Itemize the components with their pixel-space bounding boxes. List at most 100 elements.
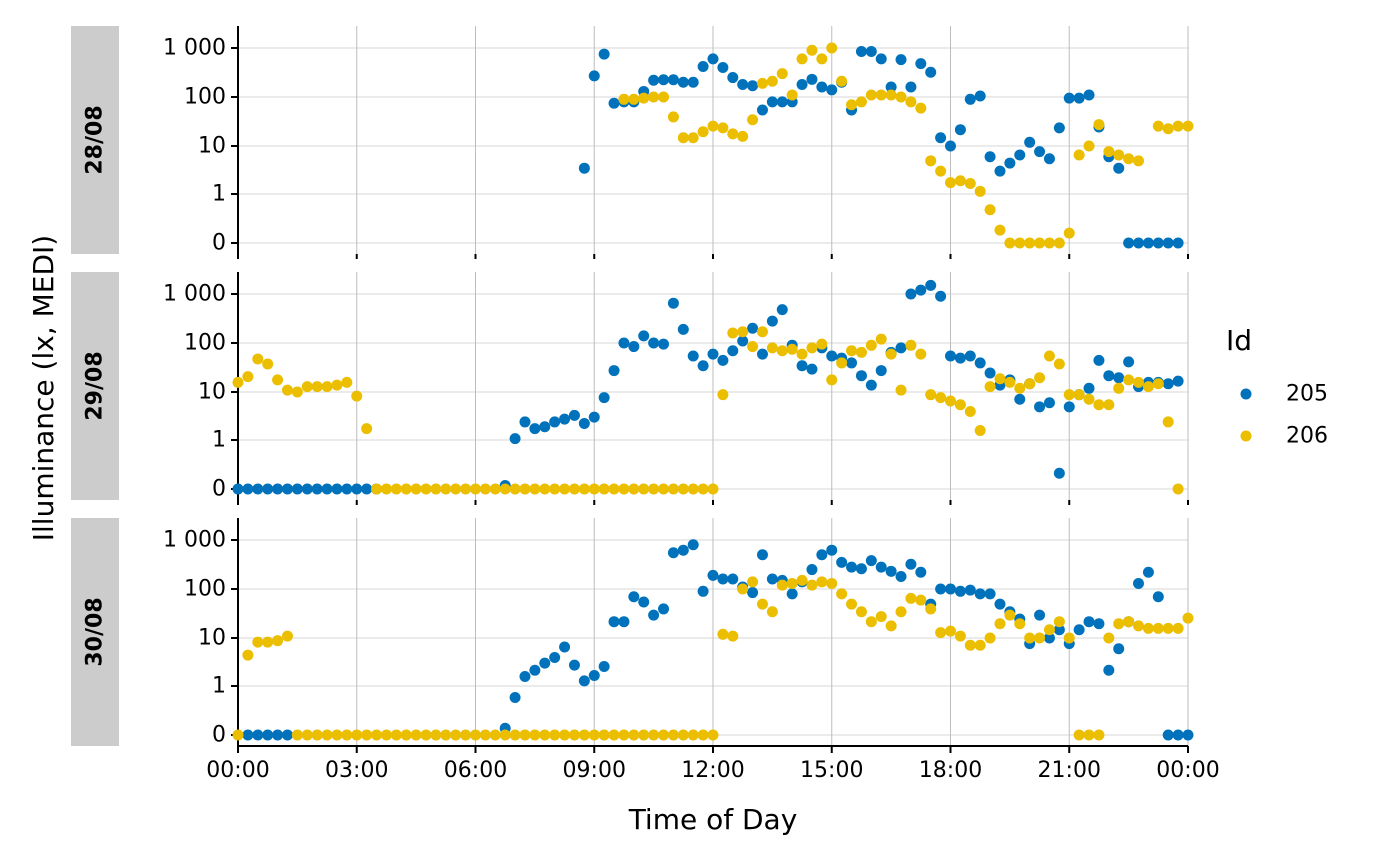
data-point [1083,89,1095,101]
legend-key-205 [1240,388,1252,400]
data-point [588,729,600,741]
y-tick-label: 10 [198,380,226,405]
data-point [1172,483,1184,495]
data-point [568,409,580,421]
data-point [1053,237,1065,249]
y-axis-title: Illuminance (lx, MEDI) [27,235,60,541]
data-point [1113,643,1125,655]
data-point [539,729,551,741]
data-point [885,348,897,360]
series-205 [242,539,1194,741]
data-point [519,483,531,495]
data-point [1182,729,1194,741]
data-point [450,483,462,495]
data-point [331,483,343,495]
data-point [1043,237,1055,249]
data-point [697,585,709,597]
data-point [747,587,759,599]
data-point [1024,237,1036,249]
data-point [1004,609,1016,621]
data-point [697,61,709,73]
data-point [677,729,689,741]
data-point [905,81,917,93]
data-point [954,352,966,364]
facet-strip [71,518,119,746]
data-point [1063,92,1075,104]
data-point [588,670,600,682]
data-point [1024,378,1036,390]
data-point [1083,729,1095,741]
data-point [608,729,620,741]
data-point [945,583,956,595]
data-point [1073,92,1085,104]
data-point [262,358,274,370]
data-point [380,483,392,495]
data-point [677,544,689,556]
data-point [964,406,976,418]
data-point [1043,350,1055,362]
data-point [677,483,689,495]
data-point [648,729,660,741]
data-point [974,639,986,651]
data-point [1123,237,1135,249]
data-point [1034,237,1046,249]
data-point [1043,632,1055,644]
data-point [588,411,600,423]
data-point [687,539,699,551]
data-point [836,357,848,369]
data-point [519,729,531,741]
data-point [509,691,521,703]
data-point [1053,467,1065,479]
series-205 [232,279,1184,495]
data-point [1133,577,1145,589]
data-point [1014,393,1026,405]
data-point [311,483,323,495]
data-point [1103,146,1115,158]
data-point [954,399,966,411]
data-point [994,165,1006,177]
facet-strip-label: 29/08 [83,351,108,420]
data-point [539,657,551,669]
data-point [855,45,867,57]
data-point [559,641,571,653]
data-point [826,350,838,362]
y-tick-label: 1 [212,428,226,453]
data-point [420,729,432,741]
data-point [747,80,759,92]
data-point [707,120,719,132]
y-tick-label: 1 000 [163,528,226,553]
data-point [578,162,590,174]
facet-strip-label: 28/08 [83,105,108,174]
data-point [440,483,452,495]
panel-30-08: 30/08 0 1 10 100 1 000 [71,518,1194,748]
data-point [1162,237,1174,249]
data-point [776,96,788,108]
data-point [905,339,917,351]
data-point [945,177,956,189]
data-point [1034,609,1046,621]
data-point [252,483,264,495]
data-point [895,342,907,354]
data-point [321,483,333,495]
data-point [1093,399,1105,411]
data-point [1142,566,1154,578]
data-point [628,341,640,353]
series-206 [232,326,1184,495]
y-tick-label: 0 [212,477,226,502]
data-point [351,729,363,741]
data-point [400,483,412,495]
data-point [509,729,521,741]
data-point [806,73,818,85]
data-point [846,99,858,111]
data-point [984,367,996,379]
data-point [291,483,303,495]
facet-strip [71,272,119,500]
data-point [1172,120,1184,132]
panels-layer: 28/08 0 1 10 100 1 000 29/08 0 1 10 100 1 000 30/08 0… [71,26,1194,748]
data-point [242,729,254,741]
y-tick-label: 1 [212,674,226,699]
data-point [667,547,679,559]
data-point [687,132,699,144]
data-point [479,729,491,741]
data-point [905,592,917,604]
